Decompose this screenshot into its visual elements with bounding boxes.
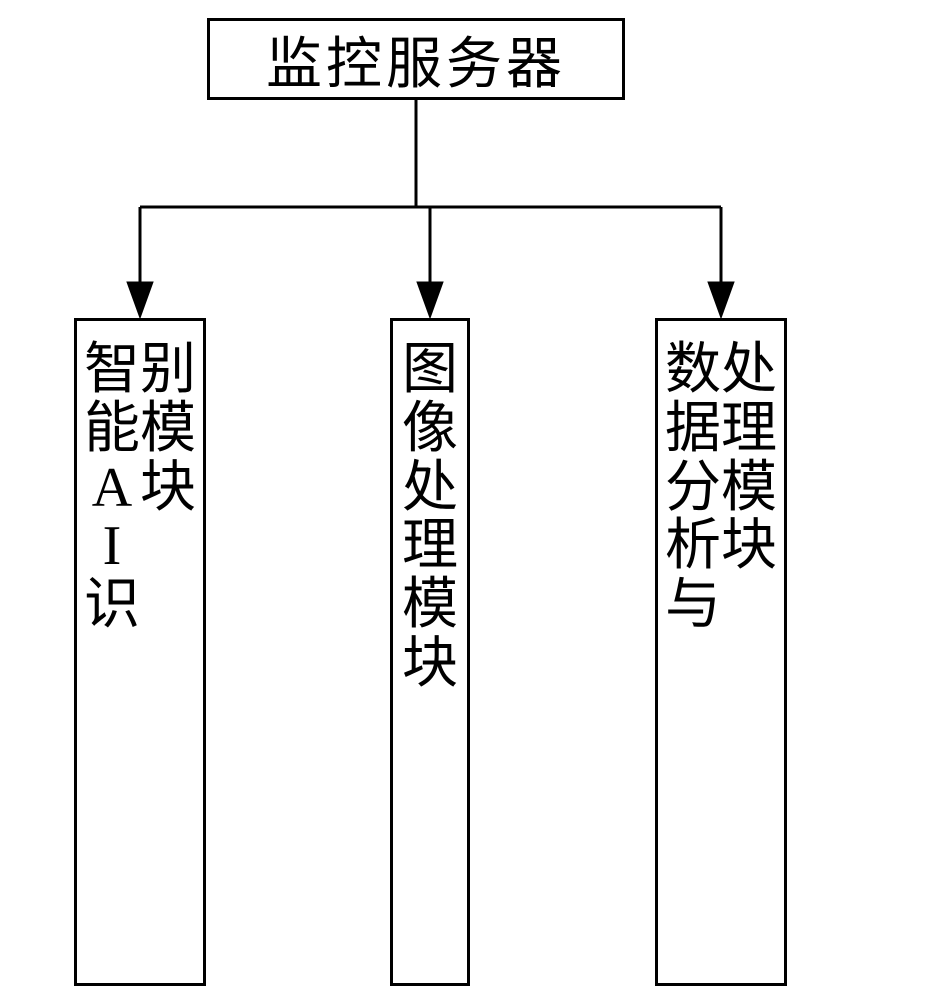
child-2-char: 据 [665, 400, 721, 459]
child-2-char: 数 [665, 341, 721, 400]
child-0-char: 智 [84, 341, 140, 400]
child-1-char: 图 [402, 341, 458, 400]
child-0-char: 模 [140, 400, 196, 459]
child-0-char: A [92, 459, 132, 518]
child-2-char: 析 [665, 517, 721, 576]
root-label: 监控服务器 [266, 19, 566, 100]
child-2-col-1: 数据分析与 [665, 341, 721, 635]
child-0-char: 识 [84, 576, 140, 635]
child-2-col-2: 处理模块 [721, 341, 777, 576]
child-node-0: 别模块智能AI识 [74, 318, 206, 986]
child-1-char: 理 [402, 517, 458, 576]
child-2-char: 块 [721, 517, 777, 576]
child-0-char: 别 [140, 341, 196, 400]
child-1-char: 处 [402, 459, 458, 518]
child-1-char: 像 [402, 400, 458, 459]
child-0-char: 能 [84, 400, 140, 459]
child-2-char: 处 [721, 341, 777, 400]
child-0-char: 块 [140, 459, 196, 518]
child-2-char: 与 [665, 576, 721, 635]
child-2-char: 模 [721, 459, 777, 518]
child-1-char: 块 [402, 635, 458, 694]
child-2-char: 分 [665, 459, 721, 518]
child-node-2: 处理模块数据分析与 [655, 318, 787, 986]
child-0-char: I [103, 517, 122, 576]
child-1-char: 模 [402, 576, 458, 635]
child-node-1: 图像处理模块 [390, 318, 470, 986]
child-2-char: 理 [721, 400, 777, 459]
child-0-col-1: 智能AI识 [84, 341, 140, 635]
root-node: 监控服务器 [207, 18, 625, 100]
child-0-col-2: 别模块 [140, 341, 196, 517]
child-1-col-1: 图像处理模块 [402, 341, 458, 694]
